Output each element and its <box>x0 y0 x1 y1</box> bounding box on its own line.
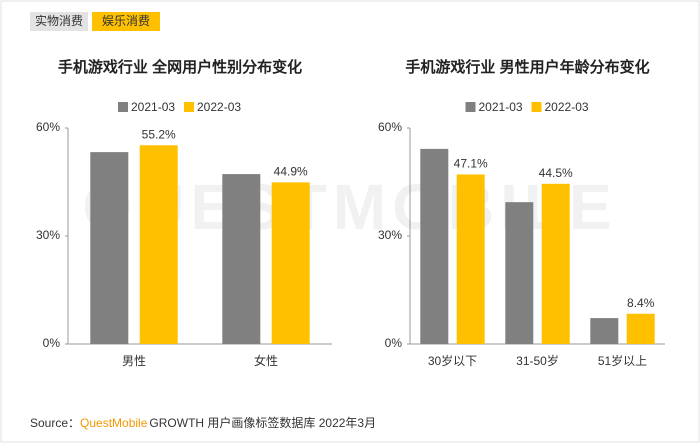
legend-swatch <box>118 102 128 112</box>
x-tick-label: 男性 <box>122 354 146 368</box>
data-label: 55.2% <box>142 127 176 141</box>
legend-swatch <box>465 102 476 112</box>
bar <box>541 183 570 344</box>
legend-label: 2022-03 <box>545 100 589 114</box>
tab-bg[interactable] <box>30 12 88 31</box>
bar <box>222 174 261 344</box>
bar <box>626 313 655 344</box>
chart-title: 手机游戏行业 男性用户年龄分布变化 <box>405 58 649 76</box>
data-label: 8.4% <box>627 296 655 310</box>
legend-swatch <box>184 102 194 112</box>
y-tick-label: 60% <box>36 120 60 134</box>
tab[interactable]: 实物消费 <box>35 13 83 28</box>
legend-label: 2021-03 <box>479 100 523 114</box>
legend-label: 2021-03 <box>131 100 175 114</box>
source: Source：QuestMobile GROWTH 用户画像标签数据库 2022年… <box>30 415 376 430</box>
chart-title: 手机游戏行业 全网用户性别分布变化 <box>58 58 302 76</box>
y-tick-label: 0% <box>385 336 403 350</box>
y-tick-label: 60% <box>378 120 402 134</box>
data-label: 44.9% <box>274 165 308 179</box>
x-tick-label: 30岁以下 <box>428 353 477 368</box>
source-rest: GROWTH 用户画像标签数据库 2022年3月 <box>149 415 376 430</box>
bar <box>271 182 310 344</box>
tab-bg[interactable] <box>92 12 160 31</box>
tab[interactable]: 娱乐消费 <box>102 14 150 28</box>
source-brand: QuestMobile <box>80 416 148 430</box>
bar <box>139 145 178 344</box>
bar <box>505 202 534 344</box>
data-label: 44.5% <box>539 166 573 180</box>
y-tick-label: 0% <box>43 336 61 350</box>
x-tick-label: 女性 <box>254 353 278 368</box>
y-tick-label: 30% <box>378 228 402 242</box>
bar <box>590 318 619 344</box>
x-tick-label: 31-50岁 <box>516 353 559 368</box>
data-label: 47.1% <box>454 157 488 171</box>
source-prefix: Source： <box>30 416 80 430</box>
x-tick-label: 51岁以上 <box>598 353 647 368</box>
bar <box>90 152 129 344</box>
legend-label: 2022-03 <box>197 100 241 114</box>
legend-swatch <box>531 102 542 112</box>
bar <box>456 174 485 344</box>
y-tick-label: 30% <box>36 228 60 242</box>
bar <box>420 148 449 344</box>
